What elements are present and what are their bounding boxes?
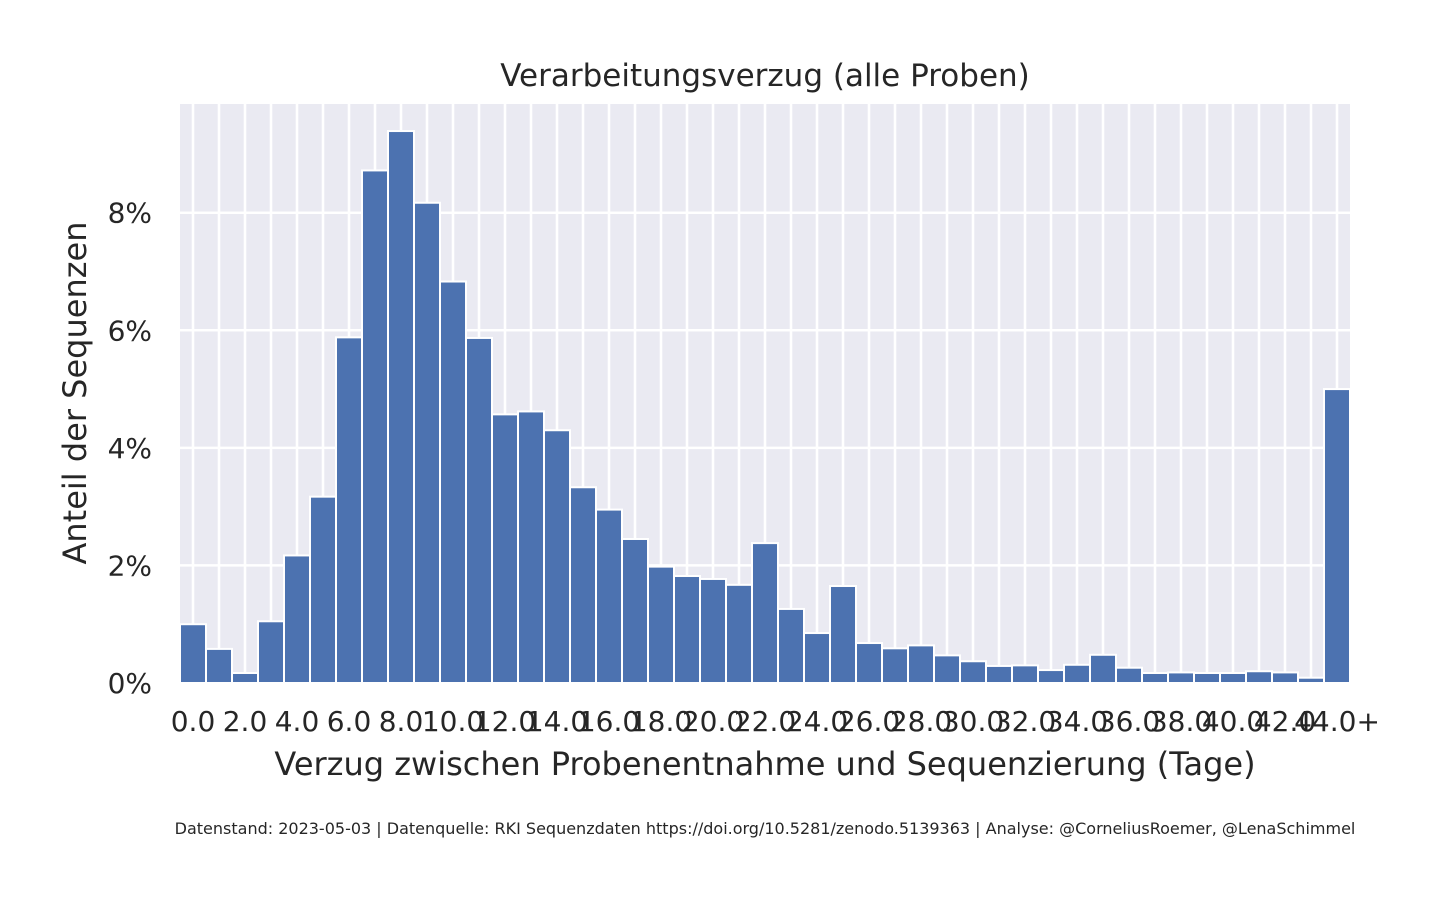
y-tick-label: 4% [108,432,152,465]
bar-26 [855,642,883,685]
x-tick-label: 38.0 [1150,705,1212,738]
x-tick-label: 34.0 [1046,705,1108,738]
bar-43 [1297,676,1325,685]
chart-title: Verarbeitungsverzug (alle Proben) [500,58,1030,94]
x-tick-label: 16.0 [578,705,640,738]
x-tick-label: 20.0 [682,705,744,738]
bar-25 [829,585,857,684]
x-tick-label: 12.0 [474,705,536,738]
x-tick-label: 18.0 [630,705,692,738]
y-tick-label: 0% [108,667,152,700]
bar-34 [1063,663,1091,684]
x-tick-label: 32.0 [994,705,1056,738]
x-tick-label: 14.0 [526,705,588,738]
x-tick-label: 28.0 [890,705,952,738]
x-tick-label: 30.0 [942,705,1004,738]
x-tick-label: 6.0 [327,705,372,738]
bar-15 [569,486,597,685]
bar-22 [751,542,779,684]
bar-36 [1115,666,1143,684]
bar-14 [543,429,571,685]
x-tick-label: 10.0 [422,705,484,738]
x-axis-label: Verzug zwischen Probenentnahme und Seque… [274,745,1255,783]
bars [179,130,1351,685]
x-tick-labels: 0.0 2.0 4.0 6.0 8.010.012.014.016.018.020.02… [171,705,1380,738]
y-axis-label: Anteil der Sequenzen [56,221,94,564]
bar-27 [881,647,909,685]
bar-7 [361,169,389,685]
bar-30 [959,660,987,684]
bar-0 [179,623,207,684]
bar-19 [673,575,701,685]
bar-39 [1193,672,1221,684]
x-tick-label: 44.0+ [1294,705,1380,738]
bar-28 [907,644,935,685]
bar-13 [517,410,545,684]
bar-8 [387,130,415,684]
bar-11 [465,336,493,684]
x-tick-label: 2.0 [223,705,268,738]
bar-18 [647,565,675,684]
x-tick-label: 4.0 [275,705,320,738]
bar-2 [231,672,259,684]
x-tick-label: 40.0 [1202,705,1264,738]
x-tick-label: 8.0 [379,705,424,738]
footer-source: Datenstand: 2023-05-03 | Datenquelle: RK… [175,819,1356,838]
bar-17 [621,537,649,684]
bar-23 [777,607,805,684]
x-tick-label: 24.0 [786,705,848,738]
bar-33 [1037,669,1065,684]
bar-31 [985,664,1013,685]
bar-44plus [1323,388,1351,684]
bar-10 [439,280,467,684]
y-tick-label: 2% [108,549,152,582]
y-tick-label: 8% [108,197,152,230]
x-tick-label: 0.0 [171,705,216,738]
bar-3 [257,620,285,684]
bar-42 [1271,671,1299,685]
bar-12 [491,413,519,684]
bar-40 [1219,672,1247,684]
bar-20 [699,577,727,685]
bar-32 [1011,664,1039,684]
y-tick-labels: 0% 2% 4% 6% 8% [108,197,152,700]
bar-38 [1167,671,1195,685]
bar-21 [725,583,753,685]
x-tick-label: 26.0 [838,705,900,738]
bar-35 [1089,653,1117,685]
bar-37 [1141,672,1169,684]
bar-24 [803,632,831,684]
y-tick-label: 6% [108,314,152,347]
bar-5 [309,495,337,684]
bar-16 [595,508,623,684]
bar-9 [413,201,441,684]
bar-4 [283,554,311,685]
bar-1 [205,647,233,685]
bar-6 [335,336,363,684]
bar-29 [933,654,961,684]
x-tick-label: 42.0 [1254,705,1316,738]
bar-41 [1245,670,1273,684]
x-tick-label: 36.0 [1098,705,1160,738]
x-tick-label: 22.0 [734,705,796,738]
